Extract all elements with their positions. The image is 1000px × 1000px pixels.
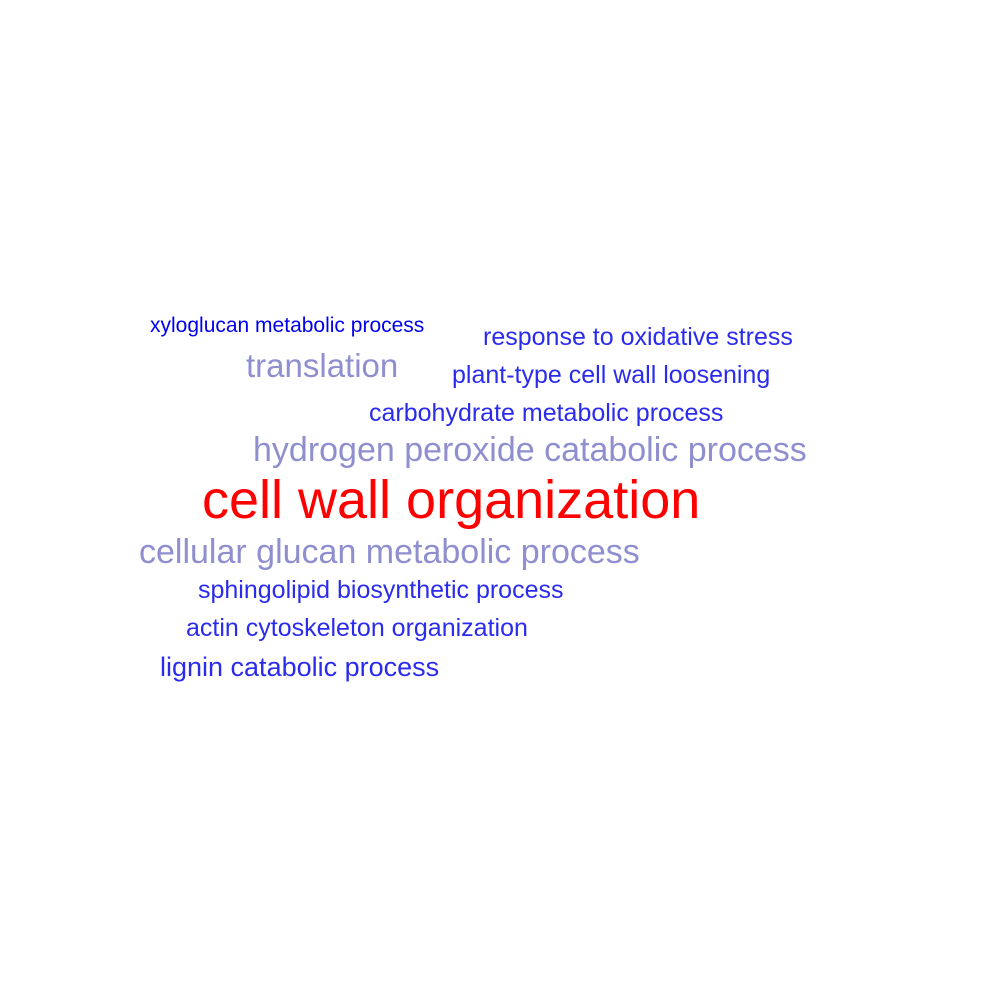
word-hydrogen-peroxide-catabolic-process: hydrogen peroxide catabolic process [253,431,807,469]
word-cell-wall-organization: cell wall organization [202,470,701,530]
word-cellular-glucan-metabolic-process: cellular glucan metabolic process [139,533,640,571]
word-translation: translation [246,347,399,384]
word-actin-cytoskeleton-organization: actin cytoskeleton organization [186,614,528,642]
word-sphingolipid-biosynthetic-process: sphingolipid biosynthetic process [198,576,564,604]
word-xyloglucan-metabolic-process: xyloglucan metabolic process [150,314,425,337]
word-response-to-oxidative-stress: response to oxidative stress [483,323,793,351]
word-plant-type-cell-wall-loosening: plant-type cell wall loosening [452,361,771,389]
word-lignin-catabolic-process: lignin catabolic process [160,652,440,682]
word-carbohydrate-metabolic-process: carbohydrate metabolic process [369,399,724,427]
